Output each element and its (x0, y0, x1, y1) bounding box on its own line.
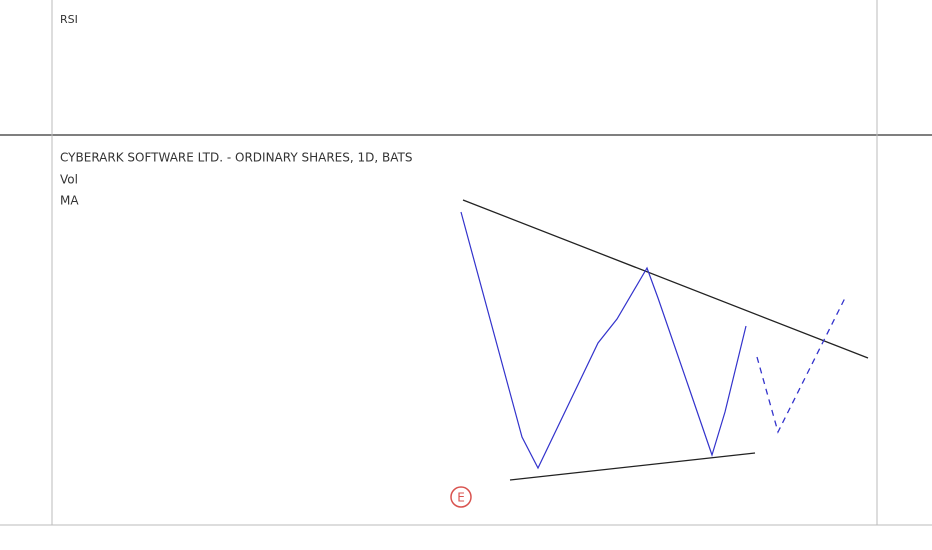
projection (756, 297, 846, 434)
trendline (509, 452, 756, 481)
trendline (462, 199, 869, 359)
event-label[interactable]: E (457, 491, 465, 505)
zigzag (460, 211, 747, 470)
labels: E RSI CYBERARK SOFTWARE LTD. - ORDINARY … (60, 13, 465, 505)
chart-title: CYBERARK SOFTWARE LTD. - ORDINARY SHARES… (60, 151, 412, 165)
legend-ma: MA (60, 194, 79, 208)
rsi-title: RSI (60, 13, 78, 26)
legend-volume: Vol (60, 173, 78, 187)
event-marker[interactable] (450, 486, 472, 508)
drawings (0, 0, 932, 526)
